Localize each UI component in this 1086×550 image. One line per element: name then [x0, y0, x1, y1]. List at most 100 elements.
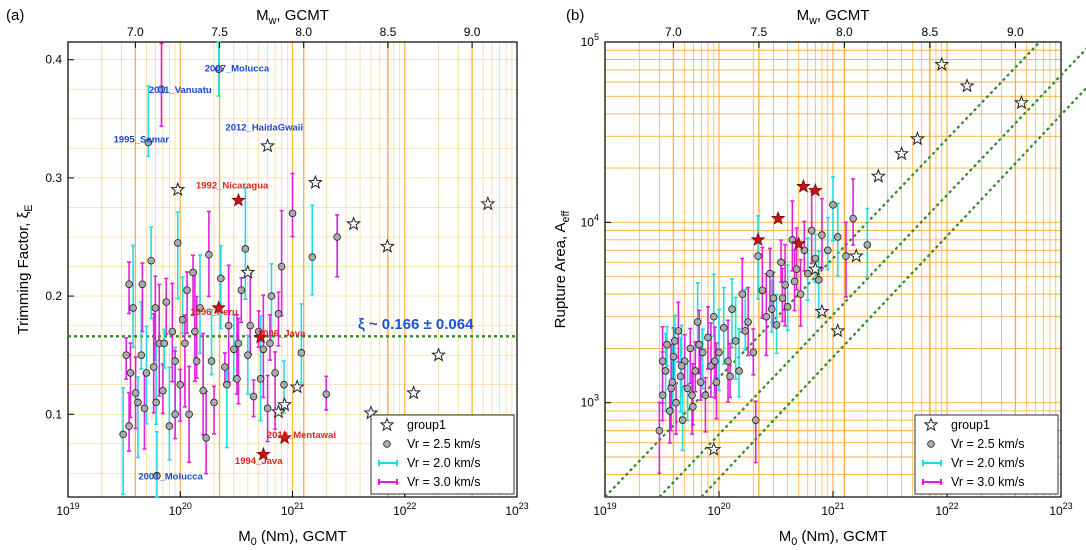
data-point-vr25 — [678, 416, 687, 424]
data-point-vr25 — [271, 369, 279, 377]
y-axis-title: Trimming Factor, ξE — [15, 204, 35, 334]
event-label: 1995_Samar — [114, 134, 170, 145]
data-point-vr25 — [125, 422, 133, 430]
star-group1 — [480, 195, 496, 211]
data-point-vr25 — [724, 357, 732, 365]
y-tick-label: 0.3 — [45, 171, 62, 185]
star-group1 — [270, 403, 287, 419]
star-labeled-event — [796, 178, 811, 193]
star-group1 — [346, 216, 362, 231]
top-tick-label: 7.5 — [211, 25, 228, 39]
top-tick-label: 9.0 — [464, 25, 481, 39]
data-point-vr25 — [153, 471, 161, 480]
data-point-vr25 — [122, 351, 131, 359]
y-tick-label: 0.2 — [45, 289, 62, 303]
data-point-vr25 — [171, 357, 179, 365]
data-point-vr25 — [308, 253, 317, 261]
data-point-vr25 — [171, 410, 179, 419]
data-point-vr25 — [189, 268, 197, 277]
data-point-vr25 — [266, 339, 274, 348]
panel-a-label: (a) — [6, 7, 24, 24]
star-group1 — [406, 385, 422, 400]
panel-b-data-marks — [604, 41, 1086, 498]
data-point-vr25 — [807, 226, 816, 235]
data-point-vr25 — [719, 324, 728, 332]
data-point-vr25 — [829, 201, 837, 209]
data-point-vr25 — [712, 378, 721, 386]
data-point-vr25 — [741, 327, 750, 335]
top-tick-label: 8.0 — [836, 25, 853, 39]
data-point-vr25 — [168, 327, 177, 336]
data-point-vr25 — [159, 386, 167, 395]
data-point-vr25 — [217, 274, 225, 283]
legend-label: Vr = 3.0 km/s — [407, 475, 481, 489]
top-tick-label: 7.0 — [665, 25, 682, 39]
data-point-vr25 — [178, 315, 187, 324]
data-point-vr25 — [131, 389, 140, 397]
scaling-guide-line — [658, 47, 1086, 498]
star-group1 — [830, 323, 846, 338]
x-tick-label: 1021 — [281, 501, 304, 518]
x-tick-label: 1020 — [169, 501, 192, 518]
data-point-vr25 — [668, 378, 677, 386]
data-point-vr25 — [185, 410, 193, 419]
scaling-guide-line — [604, 41, 1041, 498]
event-label: 2011_Vanuatu — [149, 85, 212, 96]
star-labeled-event — [211, 300, 226, 315]
data-point-vr25 — [683, 384, 692, 393]
data-point-vr25 — [663, 340, 671, 349]
data-point-vr25 — [696, 378, 705, 386]
y-tick-label: 104 — [581, 212, 599, 229]
data-point-vr25 — [704, 333, 712, 342]
data-point-vr25 — [202, 434, 210, 442]
data-point-vr25 — [322, 390, 331, 398]
y-tick-label: 103 — [581, 393, 599, 410]
x-tick-label: 1022 — [935, 501, 958, 518]
data-point-vr25 — [224, 321, 233, 330]
data-point-vr25 — [672, 398, 680, 407]
event-label: 1994_Java — [235, 456, 283, 467]
data-point-vr25 — [259, 345, 268, 354]
star-group1 — [870, 168, 886, 183]
data-point-vr25 — [181, 339, 189, 348]
data-point-vr25 — [688, 391, 696, 400]
data-point-vr25 — [792, 265, 801, 273]
data-point-vr25 — [210, 398, 218, 407]
star-labeled-event — [791, 236, 806, 251]
y-axis-title: Rupture Area, Aeff — [552, 210, 572, 329]
star-labeled-event — [256, 446, 271, 461]
data-point-vr25 — [152, 398, 160, 407]
data-point-vr25 — [221, 363, 229, 371]
x-tick-label: 1023 — [1049, 501, 1072, 518]
panel-a-axes: 1019 1020 1021 1022 1023 7.0 7.5 8.0 8.5 9.0 Mw, G… — [15, 7, 529, 548]
data-point-vr25 — [769, 294, 778, 302]
data-point-vr25 — [691, 367, 700, 375]
data-point-vr25 — [669, 352, 678, 361]
data-point-vr25 — [277, 262, 286, 271]
data-point-vr25 — [689, 402, 697, 411]
data-point-vr25 — [234, 339, 243, 348]
star-group1 — [848, 248, 864, 263]
legend-symbol-circle — [927, 440, 935, 448]
data-point-vr25 — [781, 281, 789, 289]
star-group1 — [807, 261, 823, 276]
panel-b-legend: group1 Vr = 2.5 km/s Vr = 2.0 km/s Vr = 3.0… — [914, 414, 1059, 495]
data-point-vr25 — [658, 391, 667, 400]
event-label: 1992_Nicaragua — [196, 181, 269, 192]
x-axis-title: M0 (Nm), GCMT — [238, 528, 347, 548]
data-point-vr25 — [658, 357, 667, 365]
data-point-vr25 — [772, 321, 781, 329]
top-tick-label: 8.5 — [922, 25, 939, 39]
star-labeled-event — [253, 329, 268, 344]
star-group1 — [277, 396, 293, 412]
data-point-vr25 — [767, 305, 776, 313]
top-tick-label: 7.0 — [127, 25, 144, 39]
data-point-vr25 — [183, 286, 191, 294]
data-point-vr25 — [176, 380, 185, 389]
data-point-vr25 — [811, 254, 820, 263]
data-point-vr25 — [333, 233, 341, 241]
data-point-vr25 — [199, 386, 207, 395]
y-tick-label: 0.1 — [45, 407, 62, 421]
data-point-vr25 — [735, 367, 743, 375]
